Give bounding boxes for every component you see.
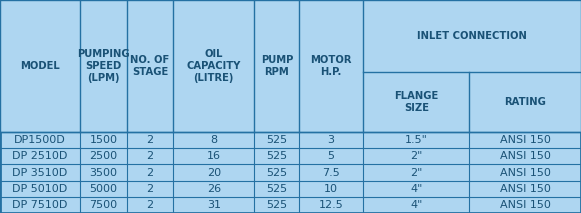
Text: 12.5: 12.5	[319, 200, 343, 210]
Text: 525: 525	[266, 135, 288, 145]
Text: OIL
CAPACITY
(LITRE): OIL CAPACITY (LITRE)	[187, 49, 241, 83]
Text: DP1500D: DP1500D	[14, 135, 66, 145]
Text: 8: 8	[210, 135, 217, 145]
Text: DP 3510D: DP 3510D	[12, 168, 68, 177]
Text: INLET CONNECTION: INLET CONNECTION	[417, 31, 527, 41]
Text: 2: 2	[146, 168, 153, 177]
Text: MOTOR
H.P.: MOTOR H.P.	[310, 55, 352, 77]
Text: 1500: 1500	[89, 135, 117, 145]
Text: 5: 5	[328, 151, 335, 161]
Text: ANSI 150: ANSI 150	[500, 184, 551, 194]
Text: 20: 20	[207, 168, 221, 177]
Text: 2500: 2500	[89, 151, 117, 161]
Text: DP 5010D: DP 5010D	[12, 184, 68, 194]
Text: 525: 525	[266, 184, 288, 194]
Text: 7.5: 7.5	[322, 168, 340, 177]
Text: 525: 525	[266, 151, 288, 161]
Text: DP 2510D: DP 2510D	[12, 151, 68, 161]
Text: 7500: 7500	[89, 200, 117, 210]
Text: 4": 4"	[410, 200, 422, 210]
Text: 2: 2	[146, 184, 153, 194]
Text: ANSI 150: ANSI 150	[500, 151, 551, 161]
Text: MODEL: MODEL	[20, 61, 60, 71]
Text: RATING: RATING	[504, 97, 546, 107]
Text: 3500: 3500	[89, 168, 117, 177]
Text: 16: 16	[207, 151, 221, 161]
Text: ANSI 150: ANSI 150	[500, 168, 551, 177]
Text: 2: 2	[146, 135, 153, 145]
Text: ANSI 150: ANSI 150	[500, 135, 551, 145]
Text: 525: 525	[266, 200, 288, 210]
Text: 2: 2	[146, 151, 153, 161]
Text: ANSI 150: ANSI 150	[500, 200, 551, 210]
Text: DP 7510D: DP 7510D	[12, 200, 68, 210]
Text: NO. OF
STAGE: NO. OF STAGE	[130, 55, 170, 77]
Text: 2: 2	[146, 200, 153, 210]
Text: 31: 31	[207, 200, 221, 210]
Text: 3: 3	[328, 135, 335, 145]
Text: 10: 10	[324, 184, 338, 194]
Text: 5000: 5000	[89, 184, 117, 194]
Text: 26: 26	[207, 184, 221, 194]
Text: PUMPING
SPEED
(LPM): PUMPING SPEED (LPM)	[77, 49, 130, 83]
Text: 1.5": 1.5"	[405, 135, 428, 145]
Bar	[0, 0, 581, 132]
Text: FLANGE
SIZE: FLANGE SIZE	[394, 91, 439, 113]
Text: 4": 4"	[410, 184, 422, 194]
Text: 2": 2"	[410, 168, 422, 177]
Text: PUMP
RPM: PUMP RPM	[261, 55, 293, 77]
Text: 2": 2"	[410, 151, 422, 161]
Text: 525: 525	[266, 168, 288, 177]
